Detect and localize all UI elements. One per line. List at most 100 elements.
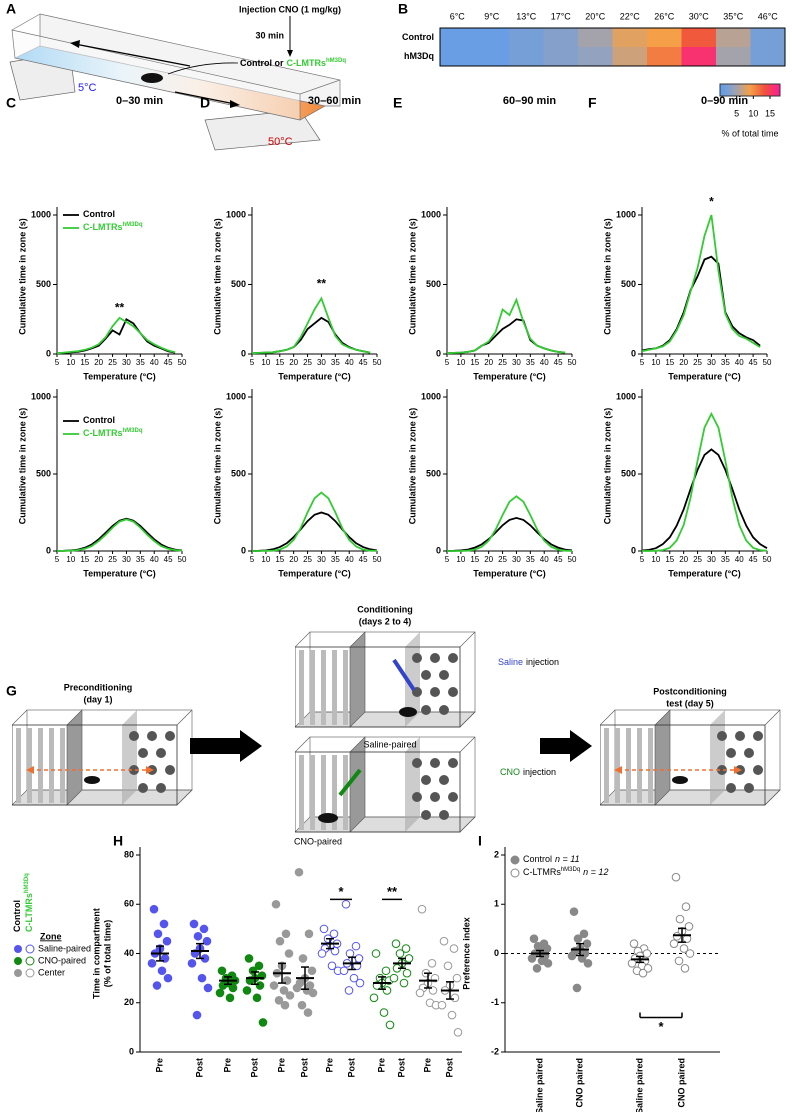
column-label: 13°C (516, 11, 537, 21)
cell (716, 28, 751, 48)
y-tick-label: 60 (124, 899, 134, 909)
dot (308, 988, 318, 998)
x-tick-label: 20 (289, 358, 298, 367)
dot (254, 961, 264, 971)
x-tick-label: 35 (721, 555, 730, 564)
x-tick-label: 5 (55, 555, 60, 564)
series-line (446, 318, 566, 355)
legend-label: CNO-paired (38, 955, 86, 965)
x-tick-label: 5 (640, 358, 645, 367)
box (295, 632, 475, 727)
dot (189, 919, 199, 929)
dot (674, 956, 684, 966)
cell (440, 47, 475, 67)
x-tick-label: 10 (66, 358, 75, 367)
x-tick-label: Post (299, 1058, 309, 1078)
y-tick-label: 0 (631, 545, 636, 555)
cell (543, 28, 579, 48)
x-tick-label: 20 (679, 555, 688, 564)
x-tick-label: 10 (456, 358, 465, 367)
legend-label: C-LMTRshM3Dq (83, 428, 143, 439)
dot (437, 1000, 447, 1010)
dot (404, 954, 414, 963)
column-label: 22°C (620, 11, 641, 21)
dot (579, 929, 589, 939)
legend-genotype: Control (12, 900, 22, 932)
x-tick-label: 25 (693, 358, 702, 367)
cell (474, 28, 510, 48)
y-tick-label: 0 (46, 348, 51, 358)
label-part: C-LMTRs (83, 428, 123, 438)
dot (341, 899, 351, 909)
box (12, 710, 192, 805)
significance-label: * (338, 884, 344, 899)
stage-title: Preconditioning (64, 682, 133, 692)
series-line (56, 318, 176, 355)
x-tick-label: 25 (303, 555, 312, 564)
label-part: hM3Dq (561, 867, 580, 873)
series-line (641, 214, 761, 353)
panel-label: A (6, 1, 16, 17)
label-part: C-LTMRs (24, 893, 34, 932)
x-tick-label: 35 (331, 358, 340, 367)
x-tick-label: Pre (324, 1058, 334, 1073)
dot (351, 941, 361, 951)
panel-label: G (6, 683, 17, 699)
dot (679, 944, 689, 953)
label-part: hM3Dq (24, 873, 30, 893)
y-tick-label: 0 (436, 348, 441, 358)
x-tick-label: 25 (108, 555, 117, 564)
x-tick-label: 25 (108, 358, 117, 367)
y-tick-label: 500 (621, 468, 636, 478)
y-tick-label: 500 (426, 279, 441, 289)
heatmap-frame (439, 27, 786, 67)
dot (153, 929, 163, 939)
legend-label: Saline-paired (38, 943, 91, 953)
x-tick-label: Pre (154, 1058, 164, 1073)
dot (197, 973, 207, 983)
colorbar (719, 83, 781, 97)
injection-label: Injection CNO (1 mg/kg) (239, 4, 341, 14)
x-tick-label: Saline paired (634, 1058, 644, 1112)
dot (327, 961, 337, 971)
dot (275, 936, 285, 946)
y-tick-label: 500 (426, 468, 441, 478)
x-tick-label: 15 (275, 358, 284, 367)
series-line (446, 516, 573, 552)
y-tick-label: 1000 (616, 391, 636, 401)
saline-paired: Saline-paired (363, 739, 416, 749)
legend-dot (25, 968, 35, 978)
label-part: Control (12, 900, 22, 932)
cell (612, 28, 648, 48)
x-tick-label: 40 (735, 555, 744, 564)
x-axis-label: Temperature (°C) (473, 568, 545, 578)
colorbar-tick-label: 15 (765, 108, 775, 118)
dot (228, 983, 238, 993)
dot (583, 959, 593, 968)
injection-word: injection (526, 657, 559, 667)
dot (349, 973, 359, 983)
stage-title: Conditioning (357, 604, 412, 614)
x-tick-label: 30 (122, 358, 131, 367)
label-part: C-LMTRs (83, 222, 123, 232)
dot (675, 914, 685, 924)
legend-dot (14, 957, 22, 965)
dot (292, 983, 302, 993)
y-axis-label: Cumulative time in zone (s) (407, 408, 417, 525)
y-tick-label: 0 (241, 348, 246, 358)
x-tick-label: Pre (422, 1058, 432, 1073)
dot (329, 929, 339, 939)
dot (280, 1000, 290, 1010)
x-axis-label: Temperature (°C) (668, 568, 740, 578)
cell (681, 47, 717, 67)
dot (252, 993, 262, 1003)
box (600, 710, 780, 805)
colorbar-label: % of total time (721, 128, 778, 138)
cell (750, 47, 786, 67)
label-part: hM3Dq (123, 222, 143, 228)
x-tick-label: 30 (707, 555, 716, 564)
y-tick-label: 20 (124, 997, 134, 1007)
x-tick-label: 50 (763, 555, 772, 564)
x-axis-label: Temperature (°C) (278, 568, 350, 578)
cold-label: 5°C (78, 82, 97, 94)
